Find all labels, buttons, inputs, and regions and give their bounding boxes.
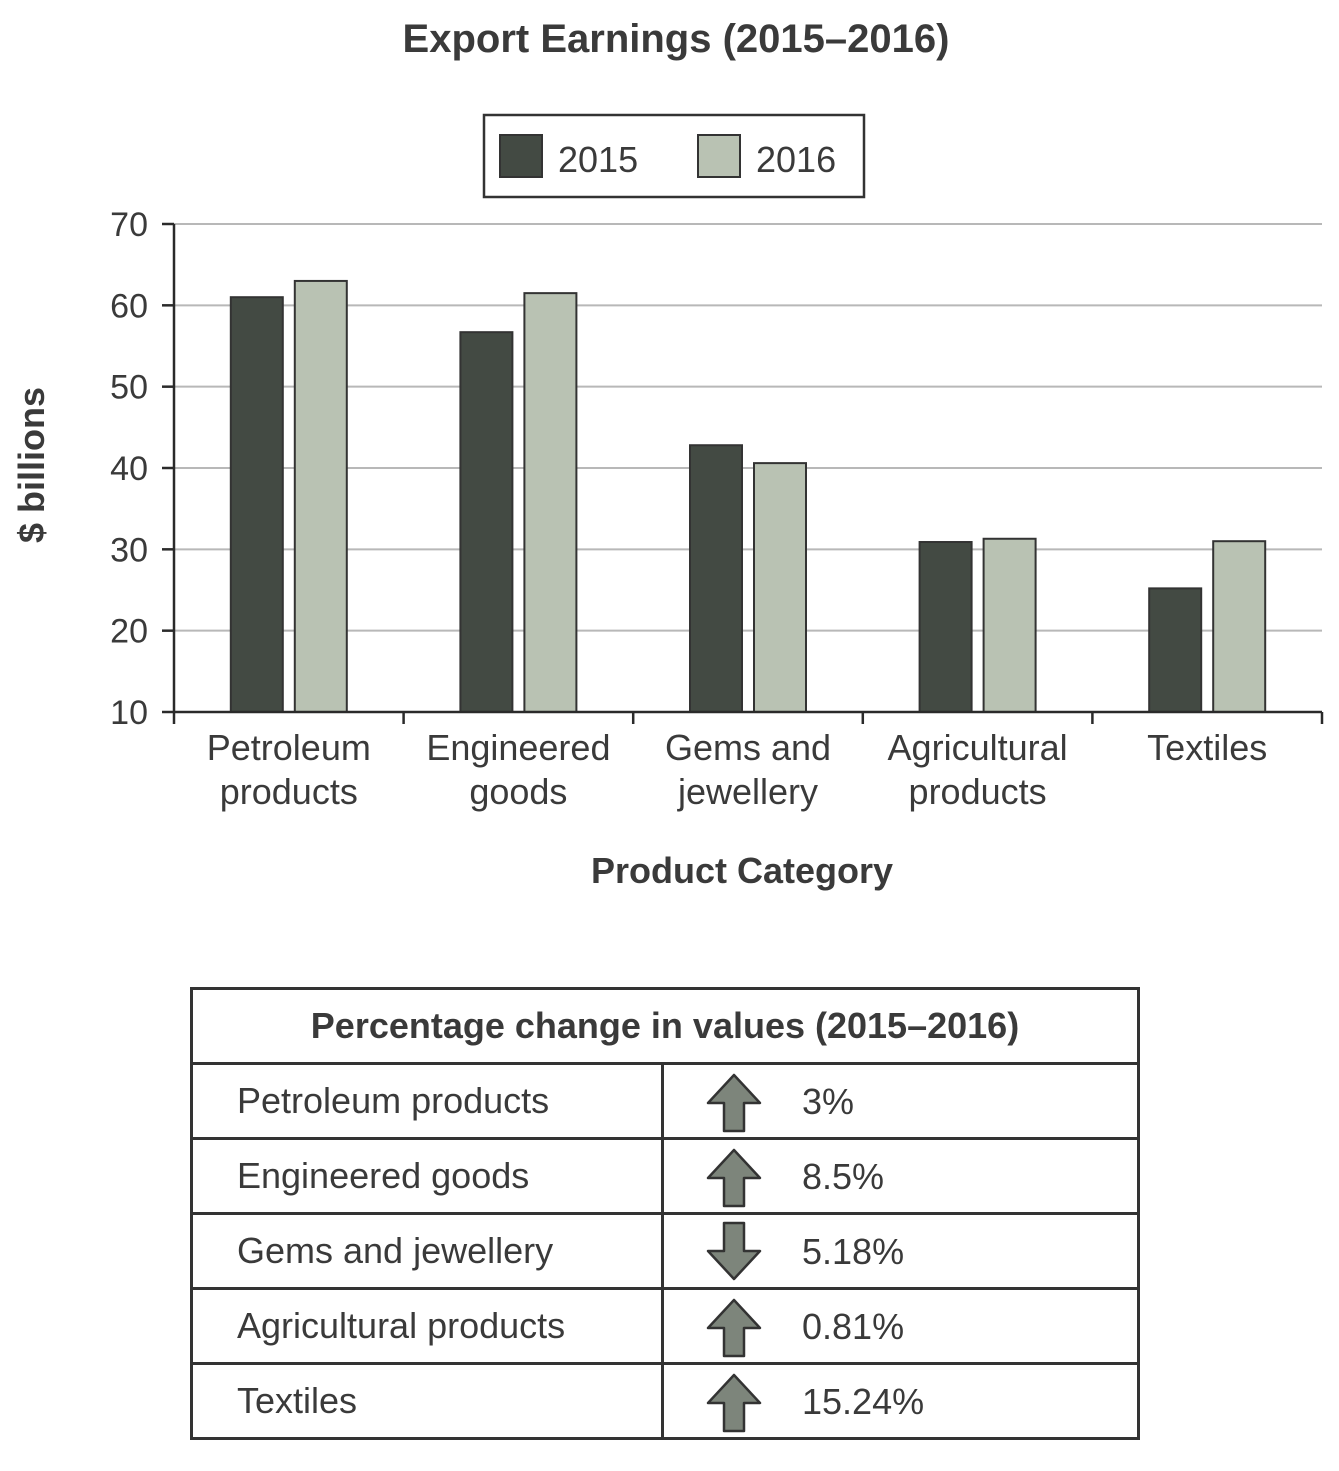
row-label: Gems and jewellery: [190, 1212, 664, 1290]
bar-2016-4: [1212, 540, 1267, 714]
row-value: 15.24%: [802, 1381, 925, 1422]
row-value-cell: 15.24%: [661, 1362, 1140, 1440]
row-value-cell: 0.81%: [661, 1287, 1140, 1365]
export-earnings-chart: Export Earnings (2015–2016) 2015 2016 10 2…: [11, 17, 1324, 891]
x-category-label-0: Petroleum products: [207, 727, 371, 812]
row-value-cell: 3%: [661, 1062, 1140, 1140]
y-tick-label-70: 70: [110, 206, 148, 244]
row-label: Petroleum products: [190, 1062, 664, 1140]
bar-2016-1: [523, 292, 578, 713]
y-tick-label-30: 30: [110, 531, 148, 569]
row-value: 3%: [802, 1081, 855, 1122]
row-value-cell: 5.18%: [661, 1212, 1140, 1290]
x-axis-title: Product Category: [591, 850, 893, 891]
y-tick-label-60: 60: [110, 287, 148, 325]
row-label: Engineered goods: [190, 1137, 664, 1215]
arrow-up-icon: [704, 1071, 764, 1133]
x-category-label-3: Agricultural products: [888, 727, 1068, 812]
x-category-label-4: Textiles: [1147, 727, 1267, 768]
table-row: Petroleum products 3%: [190, 1062, 1140, 1140]
bar-2016-2: [753, 462, 807, 713]
table-row: Engineered goods 8.5%: [190, 1137, 1140, 1215]
legend-label-2015: 2015: [558, 139, 638, 180]
bar-2015-0: [229, 296, 284, 713]
table-title: Percentage change in values (2015–2016): [190, 987, 1140, 1065]
arrow-up-icon: [704, 1146, 764, 1208]
table-row: Textiles 15.24%: [190, 1362, 1140, 1440]
row-value: 5.18%: [802, 1231, 905, 1272]
bar-2015-4: [1148, 587, 1203, 714]
arrow-down-icon: [704, 1221, 764, 1283]
legend-swatch-2016: [697, 134, 741, 178]
legend-label-2016: 2016: [756, 139, 836, 180]
table-row: Gems and jewellery 5.18%: [190, 1212, 1140, 1290]
arrow-up-icon: [704, 1371, 764, 1433]
y-axis-title: $ billions: [11, 387, 52, 543]
row-value-cell: 8.5%: [661, 1137, 1140, 1215]
bar-2015-3: [918, 541, 973, 713]
x-category-label-2: Gems and jewellery: [665, 727, 831, 812]
y-tick-label-10: 10: [110, 694, 148, 732]
legend-swatch-2015: [499, 134, 543, 178]
x-category-label-1: Engineered goods: [426, 727, 610, 812]
row-value: 8.5%: [802, 1156, 885, 1197]
y-tick-label-50: 50: [110, 369, 148, 407]
chart-title: Export Earnings (2015–2016): [403, 17, 950, 61]
bar-2016-3: [982, 537, 1037, 714]
bar-2015-1: [459, 331, 514, 713]
legend-box: [482, 113, 866, 199]
arrow-up-icon: [704, 1296, 764, 1358]
bar-2015-2: [689, 444, 743, 713]
row-value: 0.81%: [802, 1306, 905, 1347]
row-label: Agricultural products: [190, 1287, 664, 1365]
y-tick-label-40: 40: [110, 450, 148, 488]
table-row: Agricultural products 0.81%: [190, 1287, 1140, 1365]
row-label: Textiles: [190, 1362, 664, 1440]
y-tick-label-20: 20: [110, 613, 148, 651]
percentage-change-table: Percentage change in values (2015–2016) …: [190, 987, 1140, 1440]
bar-2016-0: [293, 279, 348, 713]
